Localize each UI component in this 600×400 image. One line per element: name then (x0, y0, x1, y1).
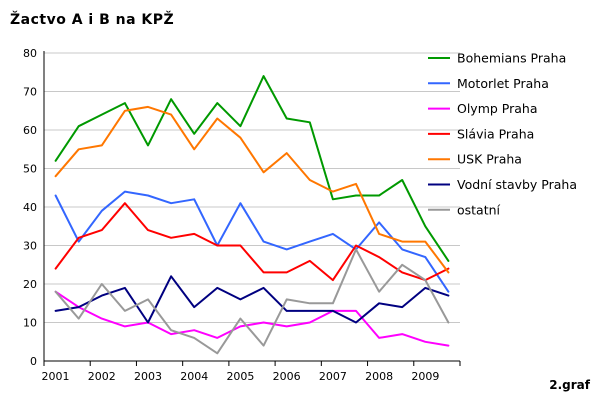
legend-label: ostatní (457, 202, 501, 217)
legend-label: Bohemians Praha (457, 51, 566, 66)
chart-note: 2.graf (549, 378, 590, 392)
legend-label: Olymp Praha (457, 101, 538, 116)
series-line-6 (54, 248, 450, 355)
y-tick-label: 80 (23, 47, 37, 60)
legend-label: Motorlet Praha (457, 76, 549, 91)
x-tick-label: 2004 (180, 370, 208, 383)
y-tick-label: 60 (23, 124, 37, 137)
x-tick-label: 2007 (319, 370, 347, 383)
legend-label: Slávia Praha (457, 126, 534, 141)
legend-label: Vodní stavby Praha (457, 177, 577, 192)
series-line-2 (54, 290, 450, 347)
x-tick-label: 2003 (134, 370, 162, 383)
x-tick-label: 2006 (273, 370, 301, 383)
legend: Bohemians Praha Motorlet Praha Olymp Praha… (428, 51, 577, 217)
y-tick-label: 50 (23, 163, 37, 176)
y-tick-labels: 0 10 20 30 40 50 60 70 80 (23, 47, 37, 368)
y-tick-label: 70 (23, 86, 37, 99)
series-line-5 (54, 275, 450, 324)
x-tick-label: 2002 (88, 370, 116, 383)
x-tick-label: 2001 (42, 370, 70, 383)
x-tick-labels: 2001 2002 2003 2004 2005 2006 2007 2008 2009 (42, 370, 440, 383)
series-line-3 (54, 202, 450, 282)
y-tick-label: 40 (23, 201, 37, 214)
y-tick-label: 30 (23, 240, 37, 253)
series-lines (54, 75, 450, 355)
gridlines (44, 52, 460, 323)
x-tick-label: 2008 (365, 370, 393, 383)
y-tick-label: 0 (30, 355, 37, 368)
y-tick-label: 20 (23, 278, 37, 291)
series-line-1 (54, 190, 450, 293)
axes (43, 51, 461, 366)
series-line-0 (54, 75, 450, 262)
legend-label: USK Praha (457, 152, 522, 167)
x-tick-label: 2009 (411, 370, 439, 383)
x-tick-label: 2005 (226, 370, 254, 383)
chart-title: Žactvo A i B na KPŽ (10, 12, 175, 28)
series-line-4 (54, 105, 450, 274)
y-tick-label: 10 (23, 317, 37, 330)
